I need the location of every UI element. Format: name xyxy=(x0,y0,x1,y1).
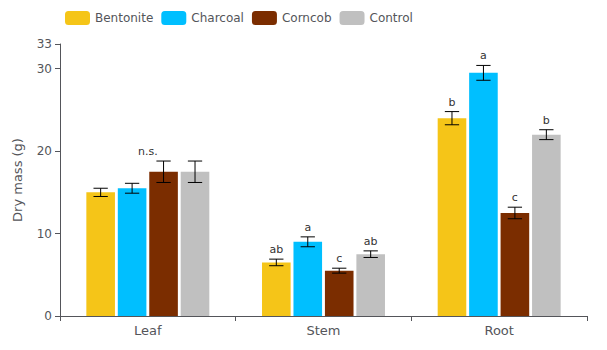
svg-text:Control: Control xyxy=(370,11,413,25)
svg-text:b: b xyxy=(448,96,455,109)
svg-text:Root: Root xyxy=(484,323,513,338)
svg-text:c: c xyxy=(336,252,342,265)
svg-text:Stem: Stem xyxy=(306,323,340,338)
svg-text:a: a xyxy=(304,221,311,234)
svg-text:Leaf: Leaf xyxy=(134,323,162,338)
svg-text:c: c xyxy=(512,191,518,204)
svg-text:Corncob: Corncob xyxy=(282,11,332,25)
svg-text:Dry mass (g): Dry mass (g) xyxy=(10,138,25,222)
svg-text:b: b xyxy=(543,114,550,127)
svg-text:Charcoal: Charcoal xyxy=(191,11,244,25)
svg-text:33: 33 xyxy=(37,37,52,51)
svg-text:30: 30 xyxy=(37,62,52,76)
svg-text:Bentonite: Bentonite xyxy=(95,11,153,25)
svg-text:a: a xyxy=(480,49,487,62)
svg-text:20: 20 xyxy=(37,144,52,158)
svg-text:10: 10 xyxy=(37,227,52,241)
svg-text:ab: ab xyxy=(269,243,283,256)
svg-text:0: 0 xyxy=(44,309,52,323)
svg-text:ab: ab xyxy=(364,235,378,248)
svg-text:n.s.: n.s. xyxy=(138,145,158,158)
